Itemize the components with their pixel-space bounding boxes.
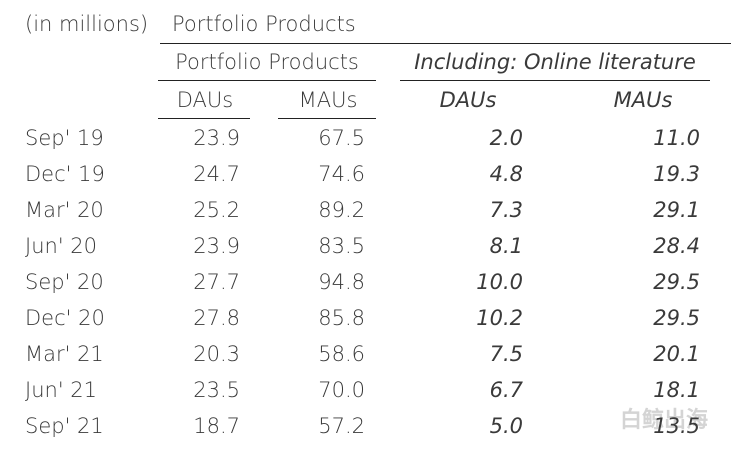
row-label: Jun' 20 <box>25 234 97 258</box>
cell: 29.5 <box>653 306 700 330</box>
rule <box>278 118 376 119</box>
row-label: Sep' 21 <box>25 414 104 438</box>
cell: 27.7 <box>193 270 240 294</box>
cell: 4.8 <box>489 162 523 186</box>
cell: 57.2 <box>318 414 365 438</box>
cell: 24.7 <box>193 162 240 186</box>
cell: 7.3 <box>489 198 523 222</box>
column-header: DAUs <box>176 88 234 112</box>
cell: 2.0 <box>489 126 523 150</box>
cell: 74.6 <box>318 162 365 186</box>
rule <box>160 43 731 44</box>
unit-label: (in millions) <box>25 12 149 36</box>
row-label: Jun' 21 <box>25 378 97 402</box>
cell: 18.1 <box>653 378 700 402</box>
cell: 23.5 <box>193 378 240 402</box>
cell: 29.5 <box>653 270 700 294</box>
rule <box>158 118 250 119</box>
cell: 6.7 <box>489 378 523 402</box>
cell: 29.1 <box>653 198 700 222</box>
row-label: Dec' 20 <box>25 306 105 330</box>
row-label: Sep' 20 <box>25 270 104 294</box>
group-header: Including: Online literature <box>414 50 696 74</box>
row-label: Mar' 21 <box>25 342 104 366</box>
cell: 5.0 <box>489 414 523 438</box>
column-header: MAUs <box>613 88 673 112</box>
row-label: Mar' 20 <box>25 198 104 222</box>
cell: 70.0 <box>318 378 365 402</box>
cell: 25.2 <box>193 198 240 222</box>
cell: 83.5 <box>318 234 365 258</box>
column-header: DAUs <box>439 88 497 112</box>
table-title: Portfolio Products <box>172 12 356 36</box>
cell: 85.8 <box>318 306 365 330</box>
cell: 27.8 <box>193 306 240 330</box>
cell: 8.1 <box>489 234 523 258</box>
cell: 10.2 <box>476 306 523 330</box>
cell: 20.3 <box>193 342 240 366</box>
cell: 11.0 <box>653 126 700 150</box>
rule <box>400 80 710 81</box>
cell: 19.3 <box>653 162 700 186</box>
cell: 20.1 <box>653 342 700 366</box>
row-label: Dec' 19 <box>25 162 105 186</box>
watermark: 白鲸出海 <box>620 408 709 433</box>
cell: 23.9 <box>193 126 240 150</box>
cell: 28.4 <box>653 234 700 258</box>
rule <box>158 80 376 81</box>
group-header: Portfolio Products <box>175 50 359 74</box>
cell: 18.7 <box>193 414 240 438</box>
cell: 58.6 <box>318 342 365 366</box>
cell: 7.5 <box>489 342 523 366</box>
cell: 13.5 <box>653 414 700 438</box>
cell: 67.5 <box>318 126 365 150</box>
cell: 94.8 <box>318 270 365 294</box>
cell: 10.0 <box>476 270 523 294</box>
cell: 89.2 <box>318 198 365 222</box>
column-header: MAUs <box>298 88 358 112</box>
row-label: Sep' 19 <box>25 126 104 150</box>
cell: 23.9 <box>193 234 240 258</box>
